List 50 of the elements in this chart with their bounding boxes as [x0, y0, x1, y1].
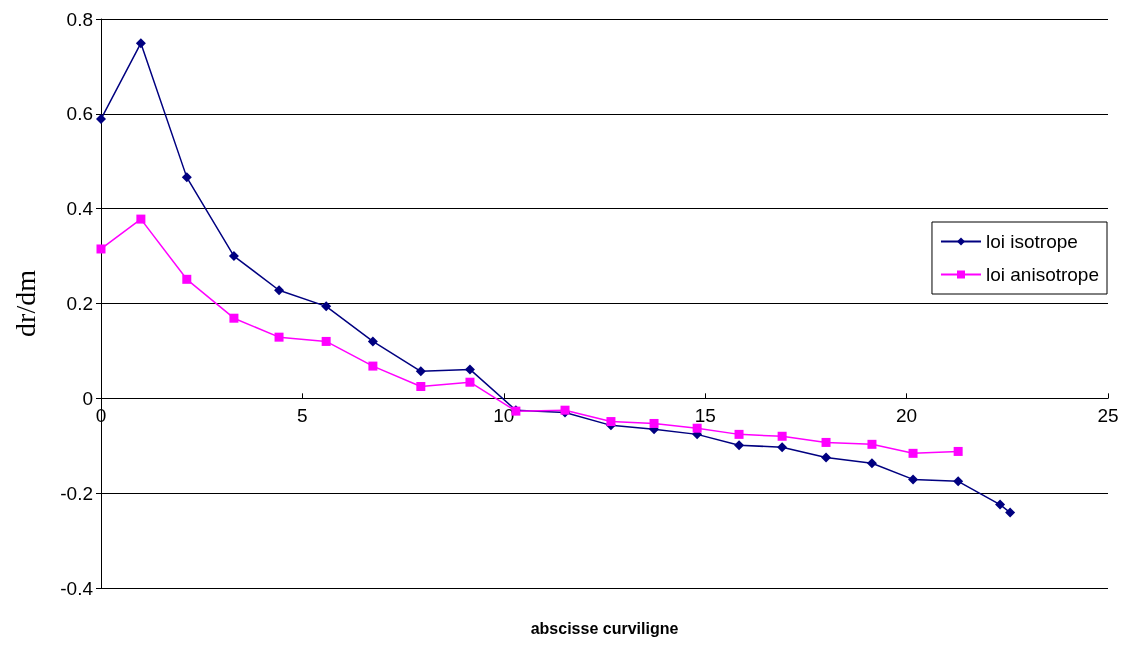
point [777, 442, 788, 453]
point [908, 474, 919, 485]
y-tick-label: 0.2 [66, 293, 93, 314]
point [734, 440, 745, 451]
point [821, 452, 832, 463]
x-axis-title: abscisse curviligne [530, 619, 679, 637]
point [866, 458, 877, 469]
point [321, 336, 331, 346]
point [321, 301, 332, 312]
y-tick-label: 0.8 [66, 8, 93, 30]
y-axis-title: dr/dm [9, 269, 41, 337]
point [867, 439, 877, 449]
point [228, 251, 239, 262]
y-tick-label: -0.4 [60, 577, 94, 599]
y-tick-label: 0.6 [66, 103, 93, 125]
point [182, 274, 192, 284]
point [908, 448, 918, 458]
point [821, 437, 831, 447]
legend-label: loi isotrope [985, 231, 1078, 252]
point [692, 423, 702, 433]
point [1005, 507, 1016, 518]
legend-label: loi anisotrope [985, 264, 1100, 285]
y-tick-label: 0.4 [66, 198, 94, 220]
point [777, 431, 787, 441]
point [181, 172, 192, 183]
point [734, 429, 744, 439]
point [229, 313, 239, 323]
point [606, 417, 616, 427]
point [953, 476, 964, 487]
point [995, 499, 1006, 510]
point [96, 114, 106, 125]
point [649, 418, 659, 428]
point [96, 244, 106, 254]
point [416, 381, 426, 391]
point [415, 366, 426, 377]
point [465, 377, 475, 387]
y-tick-label: -0.2 [60, 482, 93, 504]
point [274, 285, 285, 296]
x-tick-label: 5 [297, 405, 308, 427]
point [367, 336, 378, 347]
point [464, 364, 475, 375]
x-tick-label: 25 [1097, 405, 1119, 427]
point [953, 446, 963, 456]
x-tick-label: 15 [694, 405, 716, 427]
x-tick-label: 20 [896, 405, 918, 427]
point [136, 214, 146, 224]
point [274, 332, 284, 342]
y-tick-label: 0 [82, 387, 93, 409]
point [135, 38, 146, 49]
point [368, 361, 378, 371]
